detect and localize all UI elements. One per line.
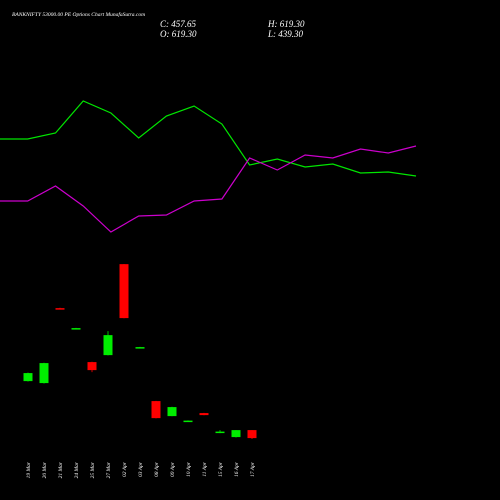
open-label: O: 619.30 [160,29,197,39]
low-label: L: 439.30 [267,29,304,39]
close-label: C: 457.65 [160,19,197,29]
x-tick-label: 15 Apr [218,461,224,477]
x-tick-label: 08 Apr [154,461,160,477]
x-tick-label: 19 Mar [26,461,32,478]
candle-body [135,347,145,349]
candle-body [231,430,241,438]
x-tick-label: 11 Apr [202,461,208,476]
candle-body [55,308,65,310]
x-tick-label: 16 Apr [234,461,240,477]
x-tick-label: 25 Mar [90,461,96,478]
candle-body [39,363,49,384]
candle-body [151,401,161,419]
candle-body [247,430,257,439]
x-tick-label: 24 Mar [73,461,80,478]
high-label: H: 619.30 [267,19,305,29]
candle-body [119,264,129,319]
x-tick-label: 17 Apr [250,461,256,477]
candle-body [215,431,225,434]
x-tick-label: 21 Mar [58,461,64,478]
x-tick-label: 20 Mar [42,461,48,478]
x-tick-label: 09 Apr [170,461,176,477]
candle-body [199,413,209,416]
candle-body [183,420,193,423]
candle-body [103,335,113,356]
candle-body [167,407,177,417]
indicator-line [0,145,417,233]
chart-title: BANKNIFTY 53000.00 PE Options Chart Muna… [12,11,145,18]
x-tick-label: 02 Apr [122,461,128,477]
x-tick-label: 27 Mar [106,461,112,478]
x-tick-label: 10 Apr [186,461,192,477]
candle-body [71,328,81,330]
candle-body [87,362,97,371]
x-tick-label: 03 Apr [138,461,144,477]
indicator-line [0,100,417,177]
candle-body [23,373,33,382]
